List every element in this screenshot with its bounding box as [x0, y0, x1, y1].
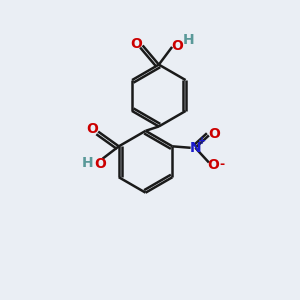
Text: O: O [130, 37, 142, 51]
Text: O: O [208, 158, 220, 172]
Text: +: + [198, 136, 206, 146]
Text: O: O [86, 122, 98, 136]
Text: O: O [94, 157, 106, 171]
Text: H: H [82, 156, 93, 170]
Text: H: H [183, 33, 194, 46]
Text: O: O [171, 39, 183, 53]
Text: N: N [190, 141, 201, 155]
Text: -: - [219, 158, 224, 171]
Text: O: O [208, 127, 220, 141]
